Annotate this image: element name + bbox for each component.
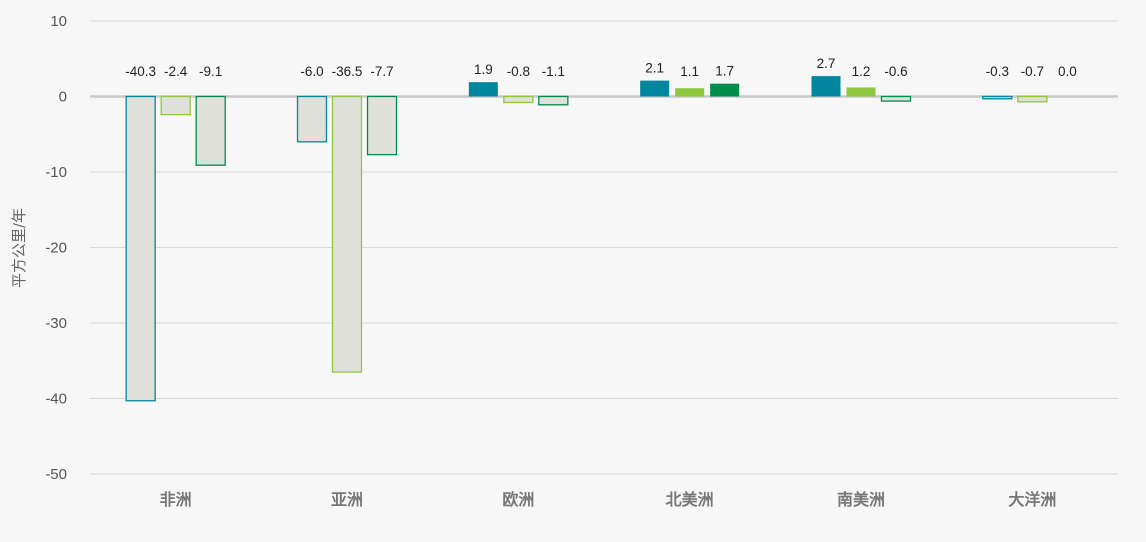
data-label: 1.7: [715, 64, 734, 79]
bar: [195, 95, 226, 166]
bar: [640, 80, 670, 97]
y-axis-ticks: 10 0 -10 -20 -30 -40 -50: [45, 13, 67, 483]
x-category-label: 北美洲: [666, 490, 714, 509]
y-tick-label: -20: [45, 240, 67, 257]
data-label: -0.8: [507, 64, 530, 79]
bars: [125, 76, 1048, 402]
data-label: -40.3: [125, 64, 156, 79]
data-label: 1.1: [680, 64, 699, 79]
data-label: -0.6: [884, 64, 907, 79]
data-label: -9.1: [199, 64, 222, 79]
x-axis-categories: 非洲 亚洲 欧洲 北美洲 南美洲 大洋洲: [160, 490, 1057, 509]
data-label: -2.4: [164, 64, 188, 79]
bar: [811, 76, 841, 97]
bar: [675, 88, 705, 97]
data-label: -7.7: [370, 64, 393, 79]
bar: [468, 82, 498, 97]
bar: [125, 95, 156, 402]
bar: [982, 95, 1013, 100]
bar: [503, 95, 534, 104]
y-axis-title: 平方公里/年: [10, 208, 28, 288]
bar: [160, 95, 191, 116]
bar: [296, 95, 328, 143]
x-category-label: 大洋洲: [1008, 490, 1056, 509]
data-label: 2.1: [645, 61, 664, 76]
x-category-label: 非洲: [160, 490, 192, 509]
y-tick-label: 10: [50, 13, 67, 30]
y-tick-label: 0: [59, 89, 67, 106]
data-label: -0.3: [986, 64, 1009, 79]
data-label: 2.7: [817, 56, 836, 71]
gridlines: [90, 20, 1118, 475]
data-label: -6.0: [300, 64, 323, 79]
data-label: -1.1: [542, 64, 565, 79]
bar: [538, 95, 569, 106]
y-tick-label: -10: [45, 164, 67, 181]
data-label: 0.0: [1058, 64, 1077, 79]
bar: [846, 87, 876, 97]
x-category-label: 南美洲: [837, 490, 885, 509]
bar: [880, 95, 912, 102]
bar: [710, 83, 740, 97]
y-tick-label: -50: [45, 466, 67, 483]
data-label: 1.2: [852, 64, 871, 79]
data-label: -36.5: [332, 64, 363, 79]
bar: [366, 95, 398, 156]
y-tick-label: -30: [45, 315, 67, 332]
data-labels: -40.3 -2.4 -9.1 -6.0 -36.5 -7.7 1.9 -0.8 -1.1 2.1…: [125, 56, 1076, 79]
data-label: -0.7: [1021, 64, 1044, 79]
x-category-label: 欧洲: [502, 490, 534, 509]
data-label: 1.9: [474, 62, 493, 77]
y-tick-label: -40: [45, 391, 67, 408]
x-category-label: 亚洲: [331, 490, 363, 509]
bar: [1017, 95, 1048, 103]
bar: [331, 95, 363, 373]
